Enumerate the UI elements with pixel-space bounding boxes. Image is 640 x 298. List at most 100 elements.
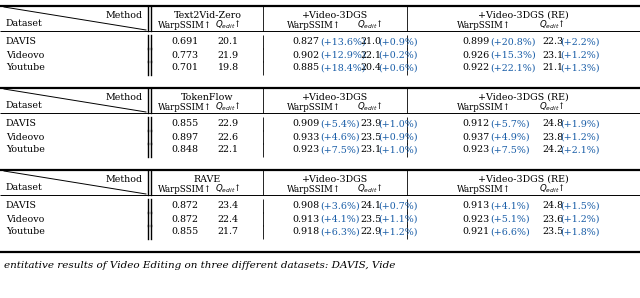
Text: (+20.8%): (+20.8%): [490, 38, 536, 46]
Text: 0.872: 0.872: [172, 201, 198, 210]
Text: (+0.7%): (+0.7%): [378, 201, 417, 210]
Text: (+1.8%): (+1.8%): [560, 227, 600, 237]
Text: 20.1: 20.1: [218, 38, 239, 46]
Text: 0.937: 0.937: [462, 133, 489, 142]
Text: 21.7: 21.7: [218, 227, 239, 237]
Text: 21.1: 21.1: [542, 63, 563, 72]
Text: 23.5: 23.5: [360, 215, 381, 224]
Text: 0.691: 0.691: [172, 38, 198, 46]
Text: 0.897: 0.897: [172, 133, 198, 142]
Text: 0.908: 0.908: [292, 201, 319, 210]
Text: 0.923: 0.923: [462, 215, 489, 224]
Text: Dataset: Dataset: [5, 102, 42, 111]
Text: (+4.9%): (+4.9%): [490, 133, 530, 142]
Text: (+6.6%): (+6.6%): [490, 227, 530, 237]
Text: Videovo: Videovo: [6, 215, 44, 224]
Text: (+6.3%): (+6.3%): [320, 227, 360, 237]
Text: 0.902: 0.902: [292, 50, 319, 60]
Text: WarpSSIM↑: WarpSSIM↑: [158, 21, 212, 30]
Text: 23.8: 23.8: [542, 133, 563, 142]
Text: 0.922: 0.922: [462, 63, 489, 72]
Text: (+1.9%): (+1.9%): [560, 119, 600, 128]
Text: (+4.1%): (+4.1%): [320, 215, 360, 224]
Text: WarpSSIM↑: WarpSSIM↑: [287, 103, 341, 111]
Text: +Video-3DGS: +Video-3DGS: [302, 175, 368, 184]
Text: (+4.1%): (+4.1%): [490, 201, 529, 210]
Text: (+2.1%): (+2.1%): [560, 145, 600, 154]
Text: (+1.2%): (+1.2%): [560, 50, 600, 60]
Text: $Q_{edit}$↑: $Q_{edit}$↑: [357, 101, 383, 113]
Text: 0.855: 0.855: [172, 119, 198, 128]
Text: 22.3: 22.3: [542, 38, 563, 46]
Text: Dataset: Dataset: [5, 19, 42, 29]
Text: WarpSSIM↑: WarpSSIM↑: [158, 184, 212, 193]
Text: Youtube: Youtube: [6, 227, 45, 237]
Text: (+4.6%): (+4.6%): [320, 133, 360, 142]
Text: 0.918: 0.918: [292, 227, 319, 237]
Text: +Video-3DGS (RE): +Video-3DGS (RE): [478, 92, 569, 102]
Text: 23.5: 23.5: [542, 227, 563, 237]
Text: +Video-3DGS: +Video-3DGS: [302, 10, 368, 19]
Text: +Video-3DGS (RE): +Video-3DGS (RE): [478, 175, 569, 184]
Text: WarpSSIM↑: WarpSSIM↑: [287, 21, 341, 30]
Text: 0.926: 0.926: [462, 50, 489, 60]
Text: 0.912: 0.912: [462, 119, 489, 128]
Text: (+1.0%): (+1.0%): [378, 119, 417, 128]
Text: (+0.9%): (+0.9%): [378, 133, 418, 142]
Text: 22.6: 22.6: [218, 133, 239, 142]
Text: (+1.2%): (+1.2%): [378, 227, 417, 237]
Text: (+12.9%): (+12.9%): [320, 50, 365, 60]
Text: DAVIS: DAVIS: [6, 119, 37, 128]
Text: 0.913: 0.913: [462, 201, 489, 210]
Text: $Q_{edit}$↑: $Q_{edit}$↑: [357, 19, 383, 31]
Text: 0.933: 0.933: [292, 133, 319, 142]
Text: (+3.6%): (+3.6%): [320, 201, 360, 210]
Text: 0.872: 0.872: [172, 215, 198, 224]
Text: 0.848: 0.848: [172, 145, 198, 154]
Text: 0.773: 0.773: [172, 50, 198, 60]
Text: 0.923: 0.923: [462, 145, 489, 154]
Text: (+1.5%): (+1.5%): [560, 201, 600, 210]
Text: 21.0: 21.0: [360, 38, 381, 46]
Text: Youtube: Youtube: [6, 145, 45, 154]
Text: 0.855: 0.855: [172, 227, 198, 237]
Text: (+1.3%): (+1.3%): [560, 63, 600, 72]
Text: $Q_{edit}$↑: $Q_{edit}$↑: [215, 183, 241, 195]
Text: 22.9: 22.9: [218, 119, 239, 128]
Text: $Q_{edit}$↑: $Q_{edit}$↑: [215, 101, 241, 113]
Text: DAVIS: DAVIS: [6, 201, 37, 210]
Text: Videovo: Videovo: [6, 133, 44, 142]
Text: Youtube: Youtube: [6, 63, 45, 72]
Text: 0.885: 0.885: [292, 63, 319, 72]
Text: Method: Method: [106, 92, 143, 102]
Text: (+1.2%): (+1.2%): [560, 133, 600, 142]
Text: 23.1: 23.1: [542, 50, 563, 60]
Text: (+5.7%): (+5.7%): [490, 119, 530, 128]
Text: 24.1: 24.1: [360, 201, 381, 210]
Text: 20.4: 20.4: [360, 63, 381, 72]
Text: (+22.1%): (+22.1%): [490, 63, 536, 72]
Text: 0.921: 0.921: [462, 227, 489, 237]
Text: 24.8: 24.8: [542, 201, 563, 210]
Text: 0.913: 0.913: [292, 215, 319, 224]
Text: RAVE: RAVE: [194, 175, 221, 184]
Text: Text2Vid-Zero: Text2Vid-Zero: [173, 10, 241, 19]
Text: (+0.9%): (+0.9%): [378, 38, 418, 46]
Text: $Q_{edit}$↑: $Q_{edit}$↑: [215, 19, 241, 31]
Text: 21.9: 21.9: [218, 50, 239, 60]
Text: 23.4: 23.4: [218, 201, 239, 210]
Text: WarpSSIM↑: WarpSSIM↑: [457, 103, 511, 111]
Text: 22.1: 22.1: [360, 50, 381, 60]
Text: Method: Method: [106, 10, 143, 19]
Text: WarpSSIM↑: WarpSSIM↑: [457, 21, 511, 30]
Text: TokenFlow: TokenFlow: [181, 92, 234, 102]
Text: 23.1: 23.1: [360, 145, 381, 154]
Text: 22.4: 22.4: [218, 215, 239, 224]
Text: 23.6: 23.6: [542, 215, 563, 224]
Text: (+0.2%): (+0.2%): [378, 50, 417, 60]
Text: WarpSSIM↑: WarpSSIM↑: [158, 103, 212, 111]
Text: 0.923: 0.923: [292, 145, 319, 154]
Text: (+7.5%): (+7.5%): [490, 145, 530, 154]
Text: 24.8: 24.8: [542, 119, 563, 128]
Text: +Video-3DGS (RE): +Video-3DGS (RE): [478, 10, 569, 19]
